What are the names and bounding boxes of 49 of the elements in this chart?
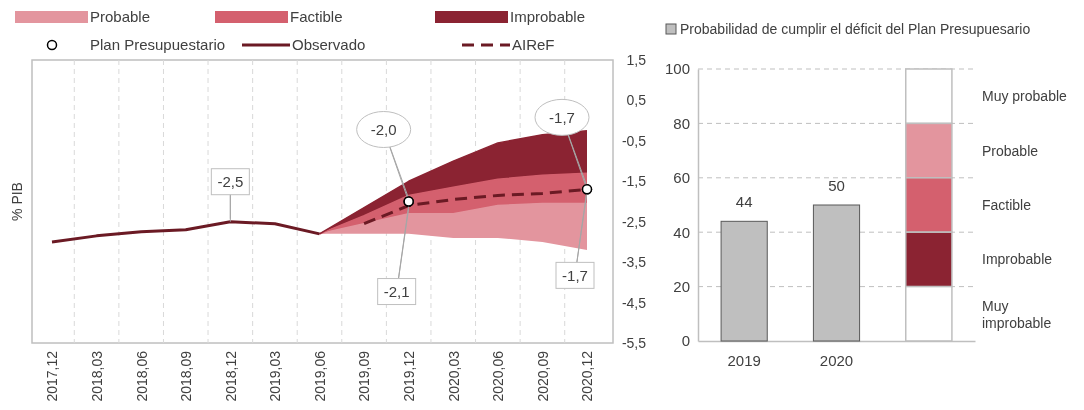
x-tick-label: 2020,06 [490,350,507,402]
band-label: Improbable [982,251,1053,268]
data-label: -2,5 [217,172,244,190]
x-tick-label: 2018,03 [88,350,105,402]
x-tick-label: 2017,12 [44,350,61,402]
band-label: Factible [982,196,1032,213]
data-label: 50 [828,177,845,194]
band-label: Muy improbable [982,298,1052,331]
y-tick-label: -1,5 [621,173,647,190]
y-tick-label: 0,5 [626,92,647,109]
x-tick-label: 2018,09 [178,350,195,402]
legend-label: Probabilidad de cumplir el déficit del Plan Presupuesario [680,20,1031,37]
x-tick-label: 2019,12 [401,350,418,402]
legend-label: Observado [292,36,366,54]
y-tick-label: -4,5 [621,294,647,311]
y-axis-title: % PIB [9,182,25,221]
band-label: Probable [982,142,1039,159]
data-label: 44 [735,193,753,211]
data-label: -1,7 [549,108,575,126]
legend-label: Plan Presupuestario [90,36,226,54]
y-tick-label: 100 [664,60,690,78]
x-tick-label: 2018,12 [222,350,239,402]
y-tick-label: 60 [673,169,690,187]
x-tick-label: 2019 [727,351,761,369]
legend-label: Improbable [510,8,586,26]
data-label: -2,0 [370,120,397,138]
y-tick-label: 40 [673,223,690,241]
y-tick-label: 80 [673,114,690,132]
x-tick-label: 2020 [819,351,854,369]
legend-label: Probable [90,8,151,26]
y-tick-label: 1,5 [626,51,647,68]
x-tick-label: 2018,06 [133,350,150,402]
data-label: -2,1 [383,282,410,300]
y-tick-label: -0,5 [621,132,647,149]
y-tick-label: -5,5 [621,334,647,351]
x-tick-label: 2019,09 [356,350,373,402]
x-tick-label: 2020,09 [534,350,551,402]
x-tick-label: 2019,06 [311,350,328,402]
y-tick-label: -3,5 [621,254,647,271]
y-tick-label: 20 [673,277,690,295]
legend-label: Factible [290,8,343,26]
x-tick-label: 2020,03 [445,350,462,402]
legend-label: AIReF [512,36,555,54]
band-label: Muy probable [982,88,1068,105]
x-tick-label: 2020,12 [579,350,596,402]
y-tick-label: 0 [681,332,690,350]
data-label: -1,7 [562,266,588,284]
y-tick-label: -2,5 [621,213,647,230]
x-tick-label: 2019,03 [267,350,284,402]
